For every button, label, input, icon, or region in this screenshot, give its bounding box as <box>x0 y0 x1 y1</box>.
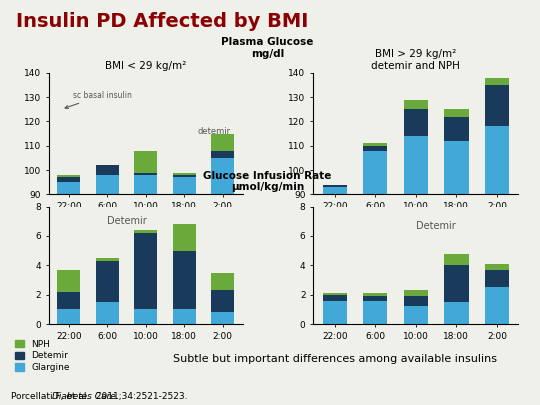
Bar <box>173 177 195 194</box>
Bar <box>57 177 80 182</box>
Bar <box>485 264 509 270</box>
Bar <box>322 185 347 187</box>
Bar <box>134 151 157 173</box>
Bar <box>363 296 387 301</box>
Bar <box>403 296 428 307</box>
Bar <box>322 293 347 295</box>
Bar <box>57 175 80 177</box>
Bar <box>444 109 469 117</box>
Bar <box>322 295 347 301</box>
Text: Insulin PD Affected by BMI: Insulin PD Affected by BMI <box>16 12 308 31</box>
Bar <box>444 117 469 141</box>
Bar <box>444 141 469 194</box>
Text: Detemir: Detemir <box>416 221 456 230</box>
Text: Plasma Glucose
mg/dl: Plasma Glucose mg/dl <box>221 37 314 59</box>
Bar <box>485 78 509 85</box>
Bar <box>211 151 234 158</box>
Bar <box>57 270 80 292</box>
Bar <box>134 175 157 194</box>
Bar <box>403 290 428 296</box>
Text: detemir: detemir <box>198 127 231 136</box>
Bar <box>211 134 234 151</box>
Bar <box>211 273 234 290</box>
Bar <box>485 126 509 194</box>
Bar <box>444 302 469 324</box>
Bar <box>485 287 509 324</box>
Bar <box>211 312 234 324</box>
Bar <box>57 182 80 194</box>
Legend: NPH, Detemir, Glargine: NPH, Detemir, Glargine <box>15 340 70 372</box>
Bar <box>96 175 119 194</box>
Bar <box>403 307 428 324</box>
Text: Detemir: Detemir <box>107 216 146 226</box>
Bar <box>57 309 80 324</box>
Bar <box>444 265 469 302</box>
Bar <box>96 165 119 175</box>
Bar <box>173 173 195 175</box>
Bar <box>211 158 234 194</box>
Title: BMI > 29 kg/m²
detemir and NPH: BMI > 29 kg/m² detemir and NPH <box>372 49 460 71</box>
Text: 2011;34:2521-2523.: 2011;34:2521-2523. <box>93 392 187 401</box>
Text: sc basal insulin: sc basal insulin <box>65 91 132 109</box>
Bar <box>57 292 80 309</box>
Bar <box>134 309 157 324</box>
Bar <box>173 224 195 251</box>
Bar <box>403 136 428 194</box>
Bar <box>363 293 387 296</box>
Text: Diabetes Care.: Diabetes Care. <box>52 392 118 401</box>
Bar <box>96 302 119 324</box>
Bar <box>363 301 387 324</box>
Bar <box>96 261 119 302</box>
Bar <box>485 85 509 126</box>
Bar <box>134 233 157 309</box>
Bar <box>173 309 195 324</box>
Text: Porcellati F, et al.: Porcellati F, et al. <box>11 392 92 401</box>
Bar <box>134 230 157 233</box>
Bar <box>173 251 195 309</box>
Bar <box>363 146 387 151</box>
Bar <box>134 173 157 175</box>
Title: BMI < 29 kg/m²: BMI < 29 kg/m² <box>105 61 186 71</box>
Bar <box>173 175 195 177</box>
Bar <box>363 143 387 146</box>
Bar <box>211 290 234 312</box>
Bar <box>403 100 428 109</box>
Text: Subtle but important differences among available insulins: Subtle but important differences among a… <box>173 354 497 364</box>
Bar <box>322 187 347 194</box>
Bar <box>403 109 428 136</box>
Bar <box>363 151 387 194</box>
Bar <box>485 270 509 287</box>
Text: Glucose Infusion Rate
μmol/kg/min: Glucose Infusion Rate μmol/kg/min <box>203 171 332 192</box>
Bar <box>322 301 347 324</box>
Bar <box>96 258 119 261</box>
Bar <box>444 254 469 265</box>
